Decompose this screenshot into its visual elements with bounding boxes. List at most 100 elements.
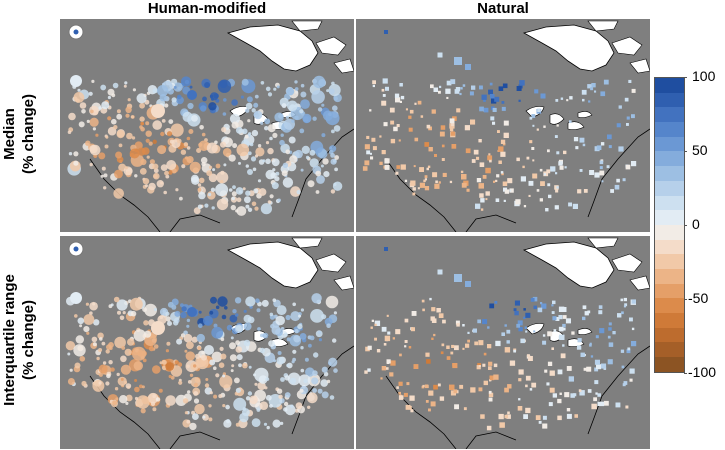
- station-marker-square: [454, 345, 459, 351]
- station-marker-square: [485, 191, 490, 196]
- station-marker-square: [612, 331, 616, 335]
- station-marker-circle: [268, 340, 275, 347]
- station-marker-square: [608, 342, 614, 347]
- station-marker-circle: [73, 29, 79, 35]
- colorbar-segment: [655, 254, 684, 269]
- station-marker-circle: [243, 314, 252, 323]
- colorbar-segment: [655, 122, 684, 137]
- station-marker-square: [531, 147, 535, 150]
- station-marker-circle: [222, 148, 232, 157]
- station-marker-square: [379, 161, 383, 165]
- row-label-iqr-line1: Interquartile range: [1, 274, 18, 406]
- station-marker-circle: [89, 144, 98, 154]
- station-marker-square: [382, 78, 388, 84]
- station-marker-square: [558, 315, 563, 320]
- station-marker-square: [450, 79, 456, 85]
- station-marker-circle: [291, 119, 295, 123]
- station-marker-circle: [122, 311, 126, 315]
- station-marker-circle: [74, 314, 78, 318]
- station-marker-circle: [148, 141, 153, 146]
- station-marker-square: [492, 107, 497, 112]
- station-marker-circle: [191, 336, 198, 343]
- station-marker-circle: [69, 368, 73, 372]
- station-marker-square: [500, 139, 506, 144]
- station-marker-circle: [217, 296, 228, 307]
- station-marker-square: [502, 142, 506, 146]
- station-marker-circle: [181, 306, 187, 312]
- station-marker-square: [483, 99, 486, 102]
- station-marker-circle: [165, 174, 170, 179]
- station-marker-circle: [243, 339, 251, 347]
- station-marker-square: [514, 300, 520, 306]
- station-marker-square: [473, 149, 479, 155]
- station-marker-circle: [105, 135, 109, 139]
- station-marker-circle: [201, 132, 206, 137]
- station-marker-square: [493, 374, 499, 380]
- station-marker-square: [490, 116, 495, 121]
- station-marker-circle: [98, 372, 103, 377]
- station-marker-circle: [73, 151, 79, 157]
- station-marker-circle: [332, 105, 338, 111]
- station-marker-circle: [149, 159, 155, 165]
- station-marker-square: [551, 347, 554, 350]
- station-marker-square: [478, 365, 481, 368]
- station-marker-square: [454, 404, 459, 410]
- station-marker-square: [485, 198, 488, 201]
- station-marker-square: [461, 182, 467, 188]
- station-marker-square: [404, 179, 408, 182]
- station-marker-square: [555, 99, 559, 102]
- station-marker-square: [471, 85, 476, 90]
- colorbar-segment: [655, 224, 684, 240]
- station-marker-circle: [161, 359, 167, 365]
- station-marker-square: [571, 331, 575, 335]
- station-marker-square: [422, 308, 425, 312]
- station-marker-circle: [261, 299, 269, 307]
- station-marker-square: [515, 199, 521, 205]
- station-marker-square: [542, 334, 546, 337]
- station-marker-circle: [219, 346, 224, 351]
- station-marker-square: [383, 343, 387, 346]
- station-marker-circle: [146, 155, 150, 159]
- station-marker-square: [504, 324, 507, 327]
- station-marker-square: [525, 384, 528, 388]
- station-marker-circle: [198, 323, 203, 328]
- station-marker-square: [504, 347, 511, 353]
- station-marker-circle: [275, 315, 285, 326]
- station-marker-circle: [259, 347, 265, 354]
- station-marker-square: [601, 363, 607, 369]
- station-marker-circle: [283, 332, 288, 337]
- station-marker-circle: [73, 344, 86, 357]
- station-marker-square: [525, 312, 531, 318]
- station-marker-circle: [264, 126, 269, 131]
- station-marker-square: [399, 100, 402, 103]
- station-marker-circle: [187, 90, 197, 100]
- station-marker-square: [507, 411, 510, 415]
- station-marker-circle: [253, 188, 259, 194]
- station-marker-circle: [208, 173, 218, 183]
- station-marker-circle: [136, 93, 147, 104]
- station-marker-square: [433, 384, 438, 390]
- water-body: [611, 36, 643, 56]
- station-marker-circle: [238, 161, 241, 165]
- station-marker-square: [438, 313, 444, 318]
- station-marker-circle: [113, 296, 120, 303]
- station-marker-circle: [91, 79, 95, 83]
- station-marker-circle: [253, 102, 259, 108]
- station-marker-circle: [170, 123, 184, 137]
- station-marker-square: [433, 87, 438, 92]
- station-marker-square: [545, 208, 549, 212]
- colorbar-segment: [655, 136, 684, 152]
- station-marker-square: [599, 328, 605, 334]
- station-marker-square: [494, 301, 498, 304]
- station-marker-circle: [282, 162, 289, 168]
- station-marker-square: [629, 378, 633, 382]
- station-marker-square: [552, 393, 557, 398]
- station-marker-square: [470, 119, 476, 125]
- station-marker-square: [398, 395, 404, 400]
- station-marker-square: [500, 171, 504, 174]
- station-marker-square: [450, 390, 456, 396]
- station-marker-circle: [216, 171, 229, 184]
- station-marker-circle: [218, 362, 225, 368]
- station-marker-square: [462, 324, 465, 327]
- station-marker-square: [583, 189, 588, 193]
